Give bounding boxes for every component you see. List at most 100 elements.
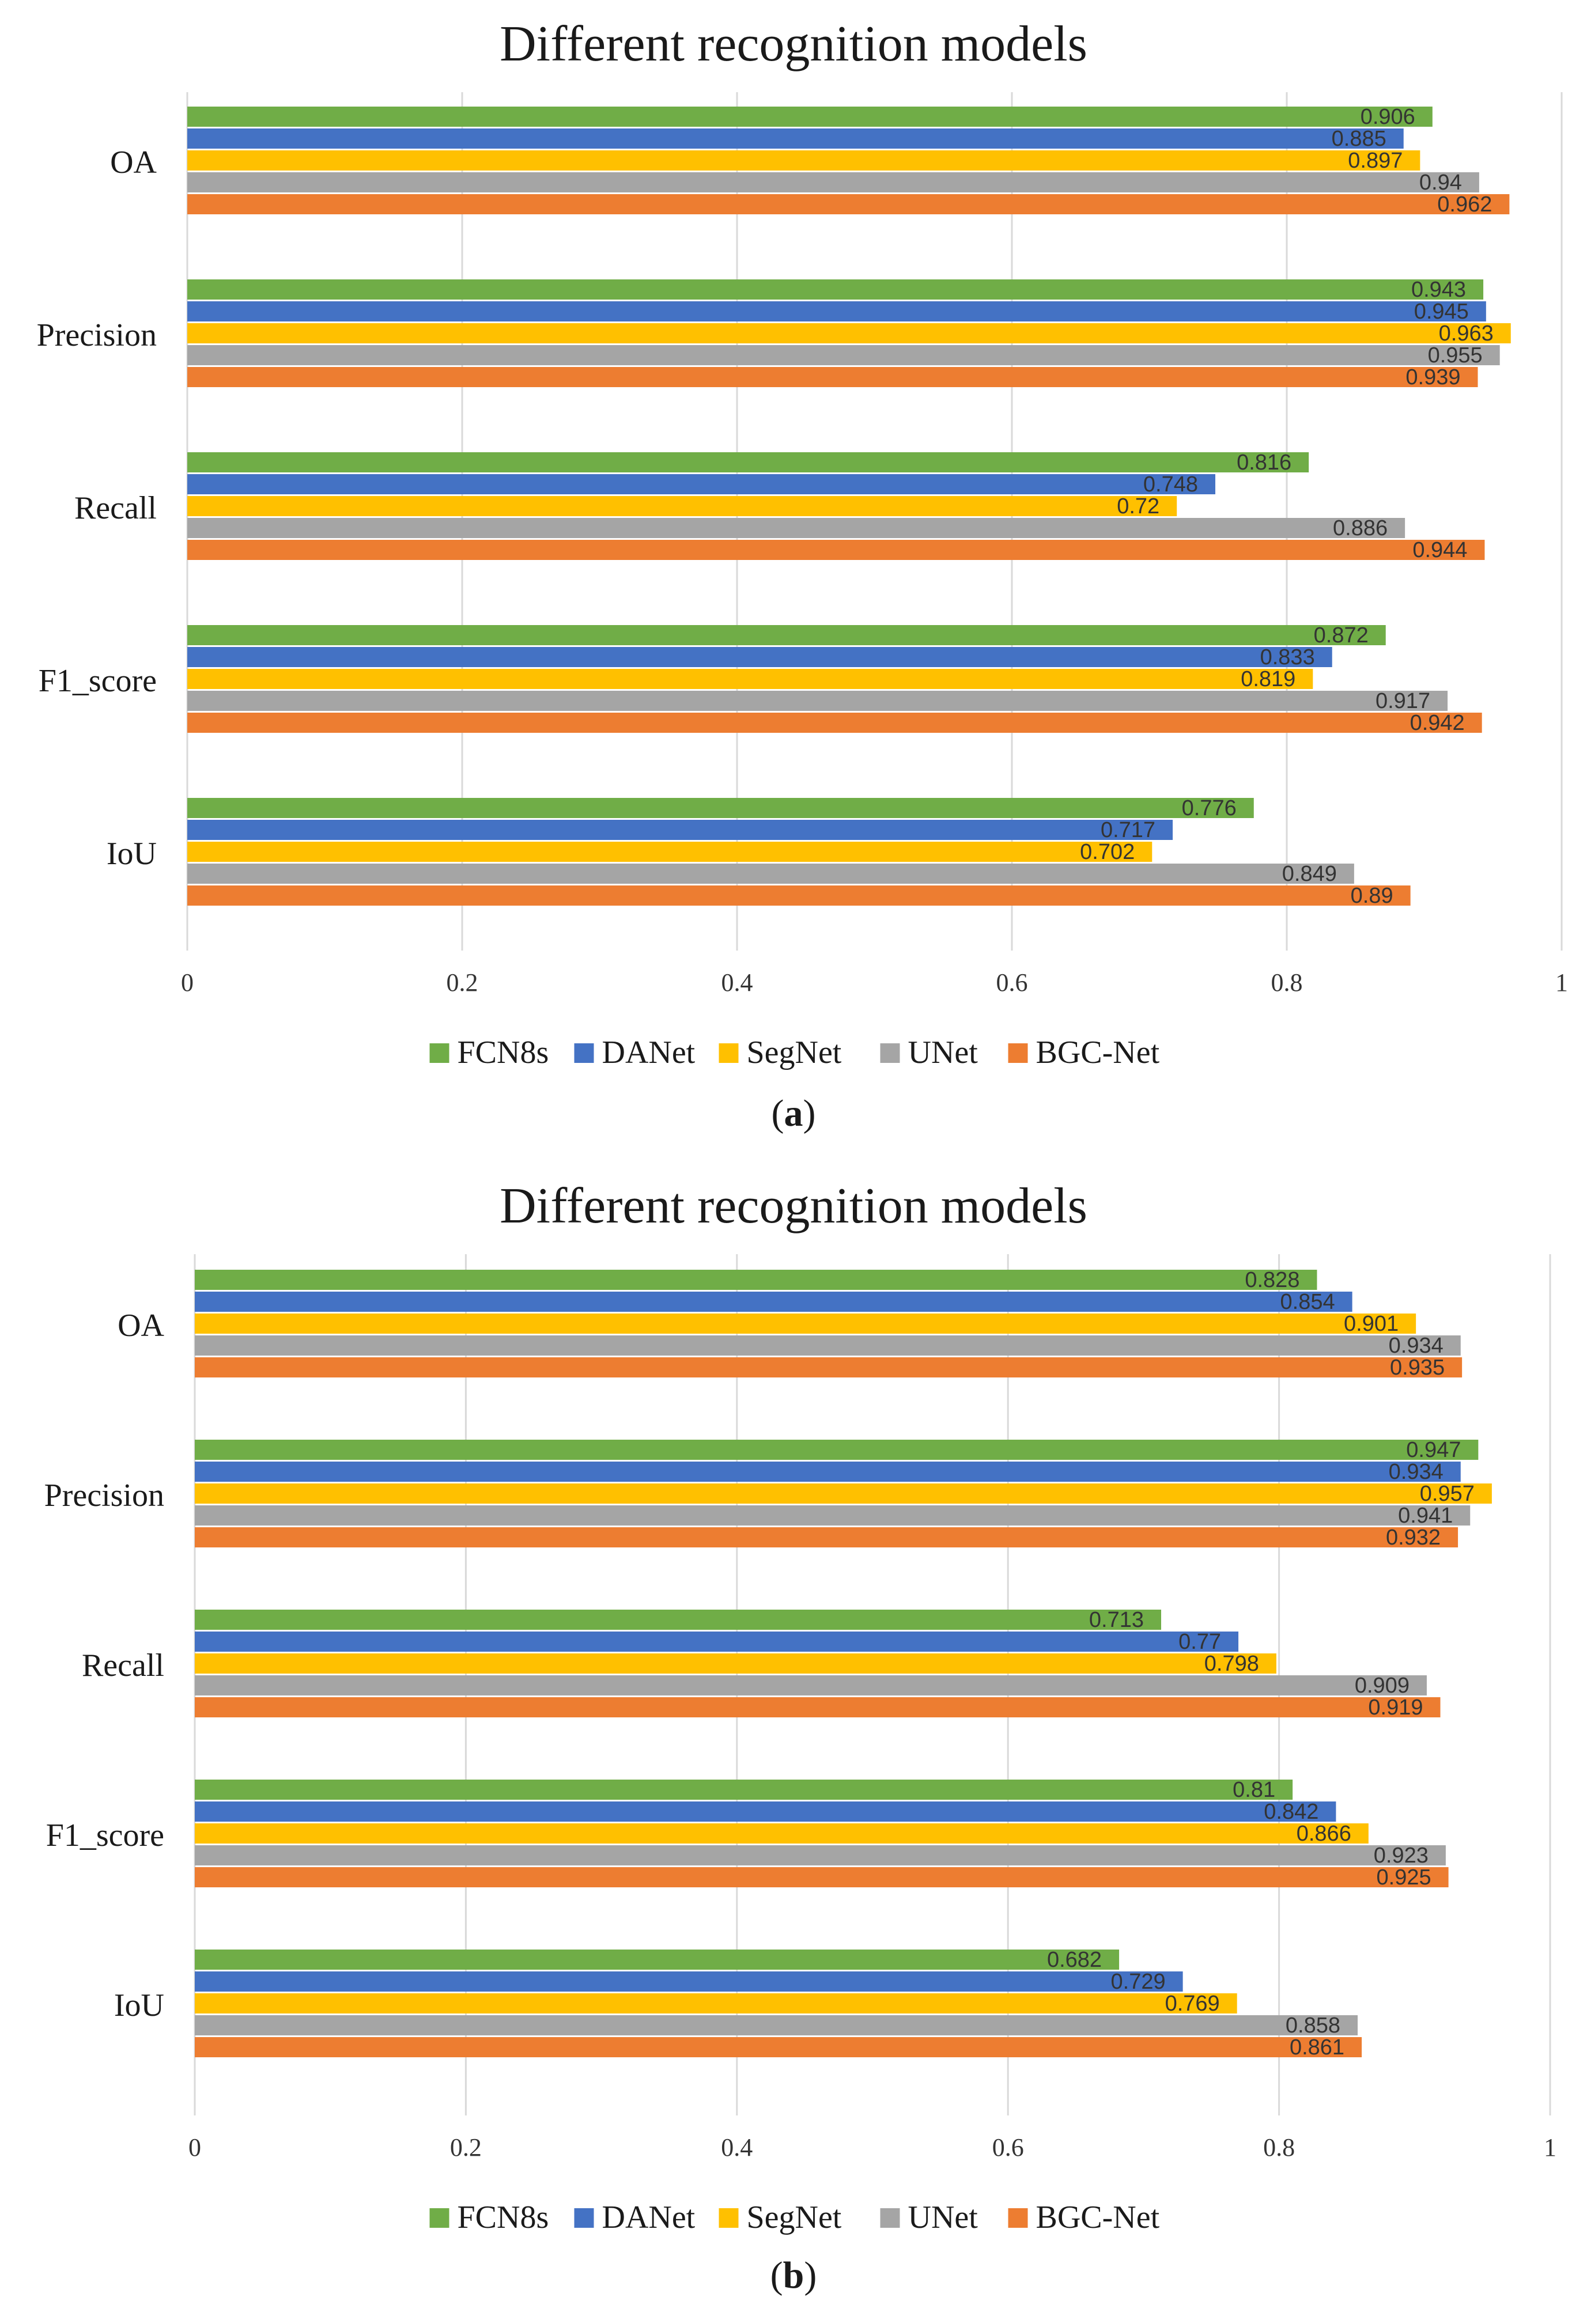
data-label-fcn8s-oa: 0.828 (1245, 1268, 1299, 1292)
data-label-bgc-net-iou: 0.89 (1351, 884, 1393, 908)
category-label-f1-score: F1_score (39, 663, 157, 699)
legend-item-bgc-net: BGC-Net (1008, 1035, 1160, 1070)
bar-segnet-iou (187, 842, 1153, 862)
category-label-oa: OA (110, 145, 157, 180)
legend-label-danet: DANet (602, 1035, 696, 1070)
bar-bgc-net-oa (187, 194, 1510, 214)
data-label-segnet-precision: 0.957 (1420, 1482, 1475, 1506)
bar-unet-recall (187, 518, 1405, 538)
legend-swatch-bgc-net (1008, 2208, 1028, 2228)
bar-segnet-oa (187, 150, 1420, 171)
bar-unet-precision (195, 1505, 1471, 1526)
data-label-danet-precision: 0.934 (1389, 1460, 1444, 1484)
bar-bgc-net-precision (187, 367, 1478, 387)
data-label-fcn8s-iou: 0.682 (1047, 1948, 1102, 1972)
caption-letter-b: b (783, 2254, 804, 2296)
caption-letter-a: a (784, 1092, 803, 1134)
data-label-danet-f1-score: 0.842 (1264, 1800, 1318, 1824)
data-label-bgc-net-oa: 0.935 (1390, 1356, 1445, 1380)
data-label-segnet-recall: 0.72 (1117, 494, 1159, 518)
x-tick-label: 0.2 (447, 968, 478, 997)
bar-unet-f1-score (195, 1845, 1446, 1865)
data-label-unet-iou: 0.849 (1282, 862, 1337, 886)
bar-unet-precision (187, 345, 1500, 365)
bar-fcn8s-oa (195, 1270, 1317, 1290)
bar-unet-oa (187, 172, 1479, 192)
chart-panel-b: Different recognition models 0 0.2 0.4 0.6 0.… (0, 1162, 1587, 2324)
data-label-fcn8s-iou: 0.776 (1182, 796, 1237, 820)
data-label-bgc-net-oa: 0.962 (1437, 192, 1492, 217)
data-label-unet-precision: 0.955 (1428, 343, 1483, 368)
bar-danet-recall (195, 1632, 1239, 1652)
data-label-danet-f1-score: 0.833 (1260, 645, 1315, 669)
bar-segnet-f1-score (195, 1823, 1369, 1844)
legend-label-bgc-net: BGC-Net (1036, 2200, 1160, 2235)
data-label-fcn8s-precision: 0.947 (1406, 1438, 1461, 1462)
legend-item-danet: DANet (574, 2200, 696, 2235)
bar-unet-iou (195, 2015, 1358, 2035)
data-label-segnet-f1-score: 0.866 (1297, 1822, 1351, 1846)
data-label-bgc-net-recall: 0.919 (1368, 1695, 1423, 1720)
data-label-fcn8s-f1-score: 0.872 (1314, 623, 1369, 648)
bar-segnet-precision (195, 1483, 1492, 1504)
category-label-iou: IoU (107, 836, 157, 872)
x-tick-label: 0 (188, 2133, 201, 2162)
x-tick-label: 0.6 (992, 2133, 1024, 2162)
data-label-danet-iou: 0.717 (1101, 818, 1155, 842)
legend-swatch-fcn8s (429, 1043, 449, 1063)
data-label-fcn8s-precision: 0.943 (1411, 278, 1466, 302)
data-label-segnet-iou: 0.702 (1080, 840, 1135, 864)
data-label-unet-f1-score: 0.923 (1374, 1844, 1429, 1868)
legend-label-unet: UNet (908, 1035, 978, 1070)
bar-bgc-net-f1-score (187, 713, 1482, 733)
category-label-precision: Precision (44, 1478, 164, 1513)
legend-label-segnet: SegNet (747, 2200, 842, 2235)
legend-swatch-danet (574, 2208, 594, 2228)
data-label-fcn8s-recall: 0.713 (1089, 1608, 1144, 1632)
data-label-unet-recall: 0.909 (1355, 1674, 1410, 1698)
data-label-danet-recall: 0.77 (1178, 1630, 1221, 1654)
data-label-bgc-net-precision: 0.939 (1405, 365, 1460, 389)
data-label-unet-iou: 0.858 (1286, 2013, 1340, 2038)
bar-bgc-net-iou (195, 2037, 1362, 2057)
x-tick-label: 0.4 (721, 968, 753, 997)
legend-item-unet: UNet (880, 2200, 978, 2235)
data-label-fcn8s-f1-score: 0.81 (1233, 1778, 1275, 1802)
data-label-unet-f1-score: 0.917 (1376, 689, 1430, 713)
legend-item-segnet: SegNet (719, 1035, 842, 1070)
data-label-unet-oa: 0.934 (1389, 1334, 1444, 1358)
category-label-f1-score: F1_score (46, 1818, 164, 1853)
legend-label-bgc-net: BGC-Net (1036, 1035, 1160, 1070)
bar-chart-a: Different recognition models 0 0.2 0.4 0.6 0.… (37, 16, 1568, 1070)
x-tick-label: 1 (1544, 2133, 1556, 2162)
data-label-danet-recall: 0.748 (1143, 472, 1198, 497)
bar-bgc-net-precision (195, 1527, 1458, 1547)
data-label-unet-oa: 0.94 (1419, 171, 1462, 195)
legend-swatch-bgc-net (1008, 1043, 1028, 1063)
x-tick-label: 0.8 (1263, 2133, 1295, 2162)
data-label-danet-oa: 0.885 (1332, 127, 1386, 151)
category-label-recall: Recall (74, 490, 157, 526)
legend-item-segnet: SegNet (719, 2200, 842, 2235)
caption-a: (a) (771, 1092, 816, 1134)
data-label-danet-precision: 0.945 (1414, 300, 1469, 324)
data-label-segnet-recall: 0.798 (1204, 1652, 1259, 1676)
x-tick-label: 0.8 (1271, 968, 1303, 997)
data-label-unet-recall: 0.886 (1333, 516, 1388, 540)
legend-swatch-danet (574, 1043, 594, 1063)
bar-danet-precision (187, 301, 1486, 321)
chart-title-b: Different recognition models (500, 1178, 1087, 1234)
bar-danet-recall (187, 474, 1215, 494)
bar-danet-iou (195, 1971, 1183, 1992)
legend-item-bgc-net: BGC-Net (1008, 2200, 1160, 2235)
x-tick-label: 0.4 (721, 2133, 753, 2162)
bar-fcn8s-f1-score (195, 1780, 1293, 1800)
bar-fcn8s-iou (187, 798, 1254, 818)
data-label-danet-iou: 0.729 (1111, 1970, 1166, 1994)
data-label-bgc-net-iou: 0.861 (1290, 2035, 1344, 2060)
bar-danet-iou (187, 820, 1173, 840)
legend-label-fcn8s: FCN8s (458, 1035, 549, 1070)
bar-fcn8s-recall (187, 452, 1309, 472)
bar-bgc-net-oa (195, 1357, 1463, 1377)
